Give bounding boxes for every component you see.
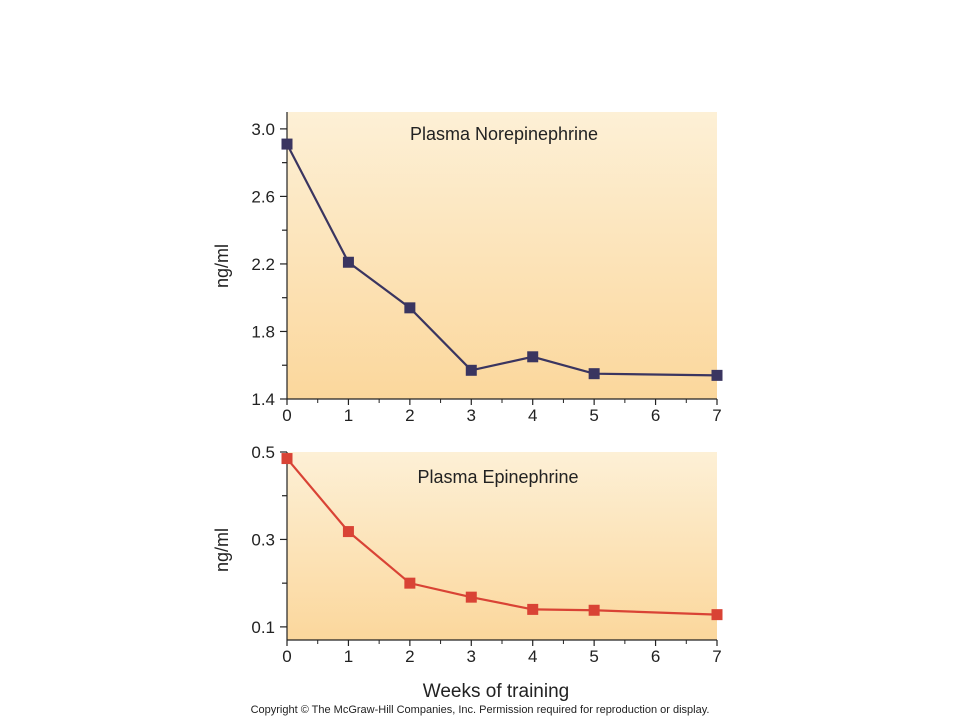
y-tick-label: 0.3 xyxy=(251,530,275,549)
data-point xyxy=(711,609,723,621)
x-tick-label: 2 xyxy=(405,647,414,666)
plot-background xyxy=(287,452,717,640)
x-tick-label: 6 xyxy=(651,406,660,425)
x-tick-label: 0 xyxy=(282,647,291,666)
data-point xyxy=(527,351,539,363)
x-tick-label: 0 xyxy=(282,406,291,425)
norepinephrine-chart: Plasma Norepinephrine ng/ml 1.4 1.8 2.2 2.6… xyxy=(212,112,723,425)
x-tick-label: 3 xyxy=(467,647,476,666)
x-tick-label: 3 xyxy=(467,406,476,425)
y-tick-label: 3.0 xyxy=(251,120,275,139)
data-point xyxy=(465,364,477,376)
epinephrine-chart: Plasma Epinephrine ng/ml 0.1 0.3 0.5 0 1 2 3 4 5… xyxy=(212,443,723,666)
x-tick-label: 7 xyxy=(712,647,721,666)
chart-title: Plasma Epinephrine xyxy=(417,467,578,487)
data-point xyxy=(281,453,293,465)
x-tick-label: 6 xyxy=(651,647,660,666)
copyright-notice: Copyright © The McGraw-Hill Companies, I… xyxy=(250,704,710,716)
x-tick-label: 4 xyxy=(528,406,537,425)
data-point xyxy=(342,256,354,268)
x-tick-label: 5 xyxy=(589,647,598,666)
x-tick-label: 2 xyxy=(405,406,414,425)
y-tick-label: 2.6 xyxy=(251,187,275,206)
x-tick-label: 4 xyxy=(528,647,537,666)
data-point xyxy=(281,138,293,150)
data-point xyxy=(404,302,416,314)
data-point xyxy=(588,604,600,616)
x-axis-label: Weeks of training xyxy=(423,681,569,702)
x-tick-label: 7 xyxy=(712,406,721,425)
y-tick-label: 1.8 xyxy=(251,322,275,341)
data-point xyxy=(588,368,600,380)
y-tick-label: 0.1 xyxy=(251,618,275,637)
data-point xyxy=(711,369,723,381)
data-point xyxy=(342,526,354,538)
plot-background xyxy=(287,112,717,399)
y-axis-label: ng/ml xyxy=(212,244,232,288)
x-tick-label: 1 xyxy=(344,647,353,666)
y-tick-label: 0.5 xyxy=(251,443,275,462)
y-tick-label: 1.4 xyxy=(251,390,275,409)
y-tick-label: 2.2 xyxy=(251,255,275,274)
data-point xyxy=(527,603,539,615)
x-tick-label: 1 xyxy=(344,406,353,425)
x-tick-label: 5 xyxy=(589,406,598,425)
data-point xyxy=(465,591,477,603)
data-point xyxy=(404,577,416,589)
y-axis-label: ng/ml xyxy=(212,528,232,572)
chart-title: Plasma Norepinephrine xyxy=(410,124,598,144)
